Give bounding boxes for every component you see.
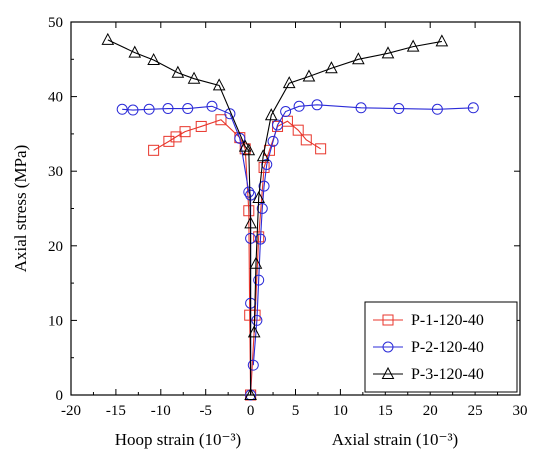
x-tick-label: 20 — [423, 403, 438, 419]
data-point-hoop — [212, 78, 226, 91]
data-point-hoop — [101, 32, 115, 45]
data-point-axial — [254, 233, 266, 245]
data-point-axial — [352, 52, 365, 65]
series-P-1-120-40 — [148, 114, 327, 401]
series-layer — [101, 32, 479, 401]
data-point-axial — [256, 149, 270, 162]
data-point-axial — [258, 180, 270, 192]
data-point-axial — [325, 61, 338, 74]
data-point-hoop — [239, 143, 251, 155]
x-tick-label: 0 — [247, 403, 255, 419]
x-axis-label-axial: Axial strain (10⁻³) — [332, 430, 458, 449]
legend-marker — [382, 341, 394, 353]
legend-label: P-3-120-40 — [411, 366, 484, 383]
data-point-hoop — [243, 186, 255, 198]
data-point-hoop — [163, 135, 175, 147]
y-tick-label: 30 — [48, 164, 63, 180]
data-point-axial — [355, 102, 367, 114]
data-point-axial — [264, 108, 278, 121]
data-point-axial — [247, 325, 261, 338]
data-point-hoop — [116, 103, 128, 115]
data-point-axial — [292, 124, 304, 136]
data-point-hoop — [148, 144, 160, 156]
x-axis-label-hoop: Hoop strain (10⁻³) — [115, 430, 241, 449]
data-point-hoop — [224, 108, 236, 120]
data-point-axial — [282, 76, 296, 89]
y-tick-label: 50 — [48, 15, 63, 31]
data-point-axial — [272, 119, 284, 131]
data-point-axial — [302, 69, 316, 82]
data-point-axial — [253, 231, 265, 243]
x-tick-label: 25 — [468, 403, 483, 419]
data-point-hoop — [245, 189, 257, 201]
x-tick-label: 5 — [292, 403, 300, 419]
data-point-hoop — [162, 103, 174, 115]
y-tick-label: 40 — [48, 90, 63, 106]
data-point-axial — [381, 46, 395, 59]
series-line-hoop — [153, 119, 252, 396]
data-point-hoop — [244, 216, 257, 229]
y-tick-label: 0 — [56, 388, 64, 404]
data-point-axial — [258, 161, 270, 173]
data-point-axial — [406, 39, 420, 52]
series-P-3-120-40 — [101, 32, 449, 400]
x-tick-label: -20 — [61, 403, 81, 419]
legend-label: P-2-120-40 — [411, 339, 484, 356]
data-point-hoop — [243, 205, 255, 217]
y-tick-label: 20 — [48, 239, 63, 255]
data-point-axial — [256, 203, 268, 214]
data-point-hoop — [242, 143, 256, 156]
data-point-hoop — [206, 100, 218, 112]
y-tick-label: 10 — [48, 313, 63, 329]
legend: P-1-120-40 P-2-120-40 P-3-120-40 — [364, 301, 518, 393]
data-point-axial — [267, 135, 279, 147]
data-point-axial — [467, 102, 479, 114]
plot-area — [70, 21, 521, 401]
series-line-hoop — [122, 105, 252, 395]
data-point-hoop — [143, 103, 155, 115]
data-point-axial — [247, 359, 259, 371]
series-line-axial — [252, 104, 474, 366]
data-point-hoop — [127, 104, 139, 116]
x-tick-label: -10 — [151, 403, 171, 419]
data-point-hoop — [238, 139, 252, 152]
data-point-axial — [393, 103, 405, 115]
data-point-hoop — [195, 120, 207, 132]
y-axis-label: Axial stress (MPa) — [11, 145, 30, 272]
data-point-axial — [315, 143, 327, 155]
legend-marker — [382, 314, 394, 326]
data-point-axial — [281, 115, 293, 127]
data-point-axial — [253, 274, 265, 286]
series-line-hoop — [107, 39, 252, 395]
data-point-axial — [251, 314, 263, 326]
data-point-axial — [435, 34, 449, 47]
data-point-axial — [249, 256, 263, 269]
x-tick-label: -15 — [106, 403, 126, 419]
data-point-axial — [431, 103, 443, 115]
x-tick-label: 30 — [513, 403, 528, 419]
data-point-hoop — [171, 65, 185, 78]
data-point-axial — [311, 99, 323, 111]
data-point-axial — [293, 100, 305, 112]
x-tick-label: 10 — [333, 403, 348, 419]
x-tick-label: 15 — [378, 403, 393, 419]
data-point-hoop — [215, 114, 227, 126]
data-point-axial — [252, 190, 266, 204]
data-point-axial — [300, 134, 312, 146]
data-point-axial — [280, 106, 292, 118]
data-point-hoop — [187, 71, 201, 84]
x-tick-label: -5 — [199, 403, 212, 419]
data-point-hoop — [182, 103, 194, 115]
data-point-hoop — [170, 131, 182, 143]
data-point-hoop — [147, 52, 160, 66]
data-point-hoop — [244, 387, 257, 400]
legend-marker — [381, 366, 395, 379]
series-line-axial — [253, 40, 442, 333]
data-point-hoop — [128, 45, 142, 58]
legend-label: P-1-120-40 — [411, 312, 484, 329]
